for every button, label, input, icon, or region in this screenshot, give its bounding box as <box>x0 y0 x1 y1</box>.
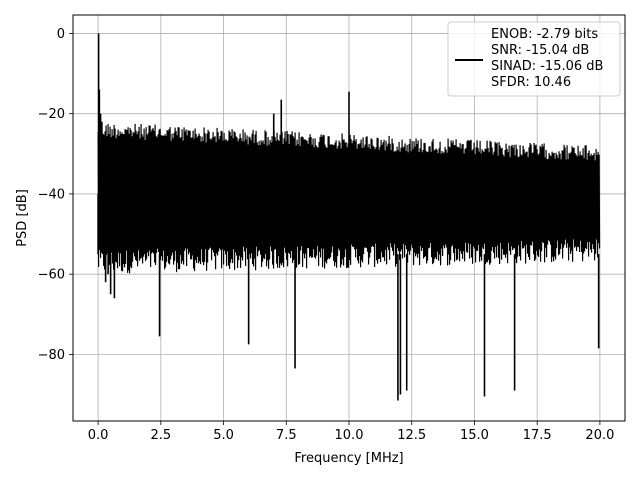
x-tick-label: 5.0 <box>213 428 234 443</box>
x-tick-label: 20.0 <box>585 428 614 443</box>
legend: ENOB: -2.79 bits SNR: -15.04 dB SINAD: -… <box>447 21 621 97</box>
legend-entry: SFDR: 10.46 <box>491 75 571 90</box>
legend-entry: SNR: -15.04 dB <box>491 43 589 58</box>
y-axis-label: PSD [dB] <box>15 189 30 247</box>
x-tick-label: 10.0 <box>335 428 364 443</box>
y-tick-label: −60 <box>38 268 65 283</box>
legend-entry: ENOB: -2.79 bits <box>491 27 598 42</box>
x-tick-label: 7.5 <box>276 428 297 443</box>
psd-series <box>97 33 601 401</box>
x-axis-label: Frequency [MHz] <box>294 451 403 466</box>
x-tick-label: 12.5 <box>397 428 426 443</box>
y-tick-label: −40 <box>38 187 65 202</box>
x-tick-label: 0.0 <box>88 428 109 443</box>
x-axis-ticks: 0.0 2.5 5.0 7.5 10.0 12.5 15.0 17.5 20.0 <box>88 421 614 443</box>
y-axis-ticks: 0 −20 −40 −60 −80 <box>38 27 73 363</box>
noise-floor-trace <box>97 123 601 274</box>
x-tick-label: 2.5 <box>150 428 171 443</box>
y-tick-label: 0 <box>57 27 65 42</box>
legend-entry: SINAD: -15.06 dB <box>491 59 603 74</box>
x-tick-label: 15.0 <box>460 428 489 443</box>
legend-box <box>447 21 621 97</box>
y-tick-label: −80 <box>38 348 65 363</box>
y-tick-label: −20 <box>38 107 65 122</box>
x-tick-label: 17.5 <box>523 428 552 443</box>
